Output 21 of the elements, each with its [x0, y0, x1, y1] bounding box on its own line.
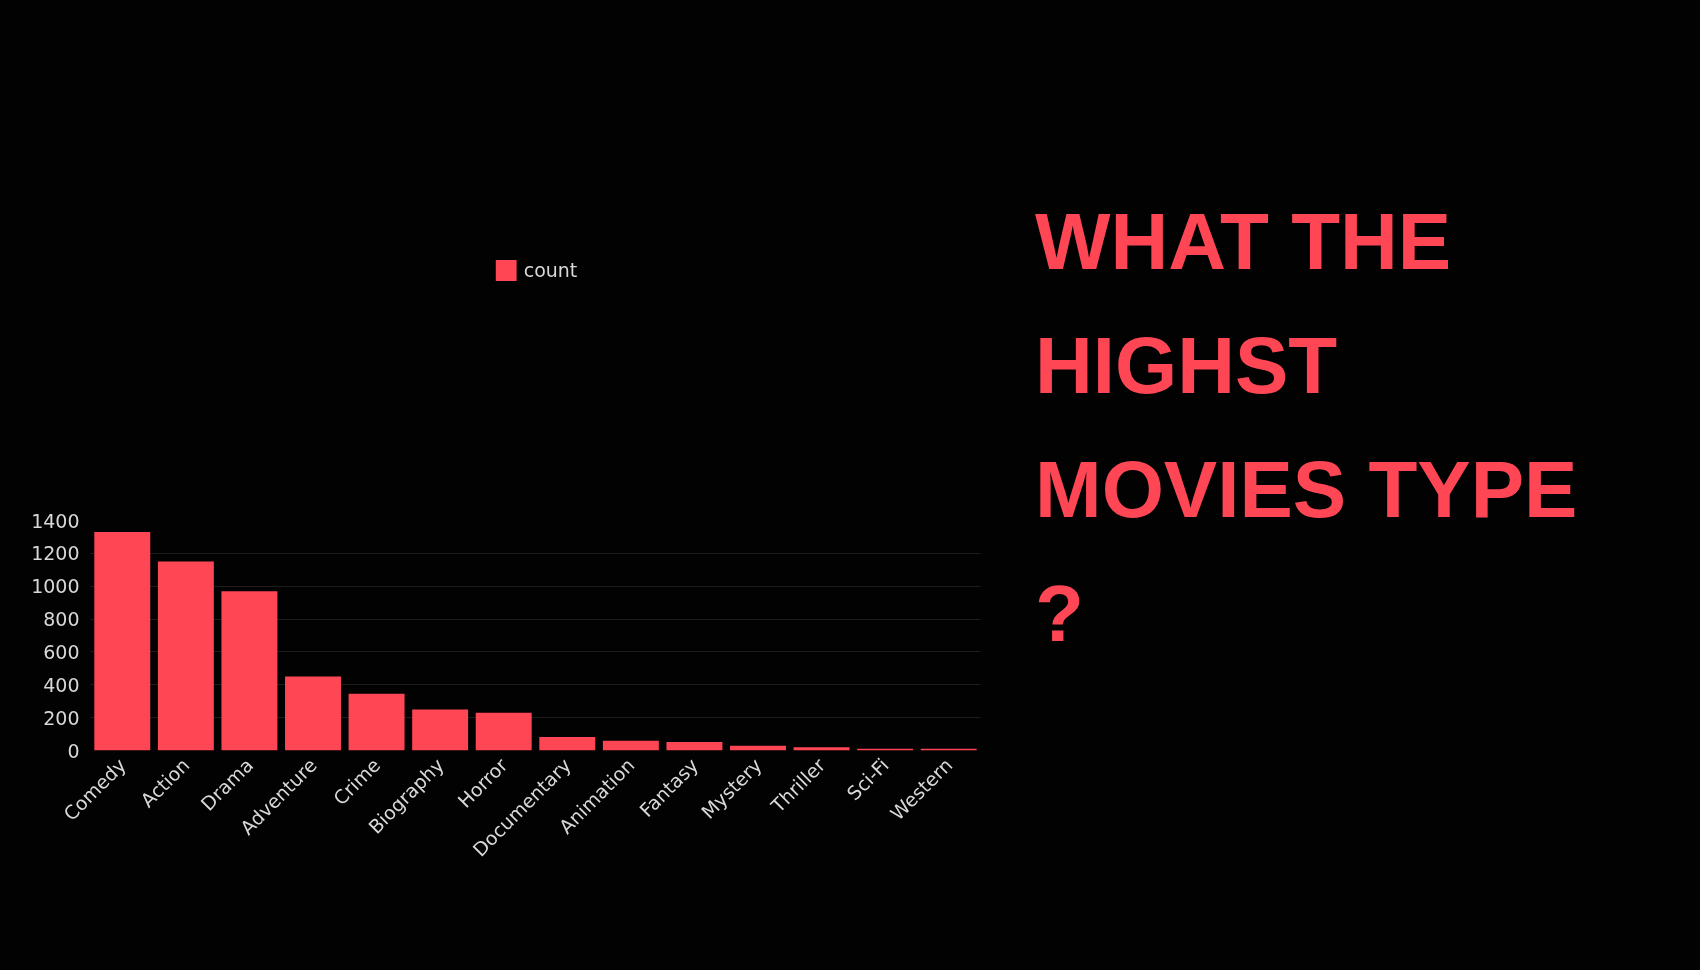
bar: [475, 712, 532, 751]
y-tick-label: 1200: [31, 542, 80, 565]
bar: [412, 709, 469, 751]
text: WHAT THE HIGHST MOVIES TYPE ?: [1035, 196, 1579, 660]
y-tick-label: 200: [43, 706, 80, 729]
y-tick-label: 800: [43, 608, 80, 631]
y-tick-label: 1000: [31, 575, 80, 598]
y-tick-label: 0: [67, 739, 80, 762]
bar: [793, 747, 850, 751]
y-tick-label: 600: [43, 640, 80, 663]
bar: [94, 532, 151, 751]
bar: [348, 693, 405, 751]
bar: [221, 591, 278, 751]
bar: [157, 561, 214, 751]
y-tick-label: 400: [43, 673, 80, 696]
bar: [666, 742, 723, 751]
bar: [285, 676, 341, 751]
bar: [602, 740, 659, 751]
y-tick-label: 1400: [31, 509, 80, 532]
legend-label: count: [523, 259, 578, 281]
bar: [539, 737, 596, 751]
